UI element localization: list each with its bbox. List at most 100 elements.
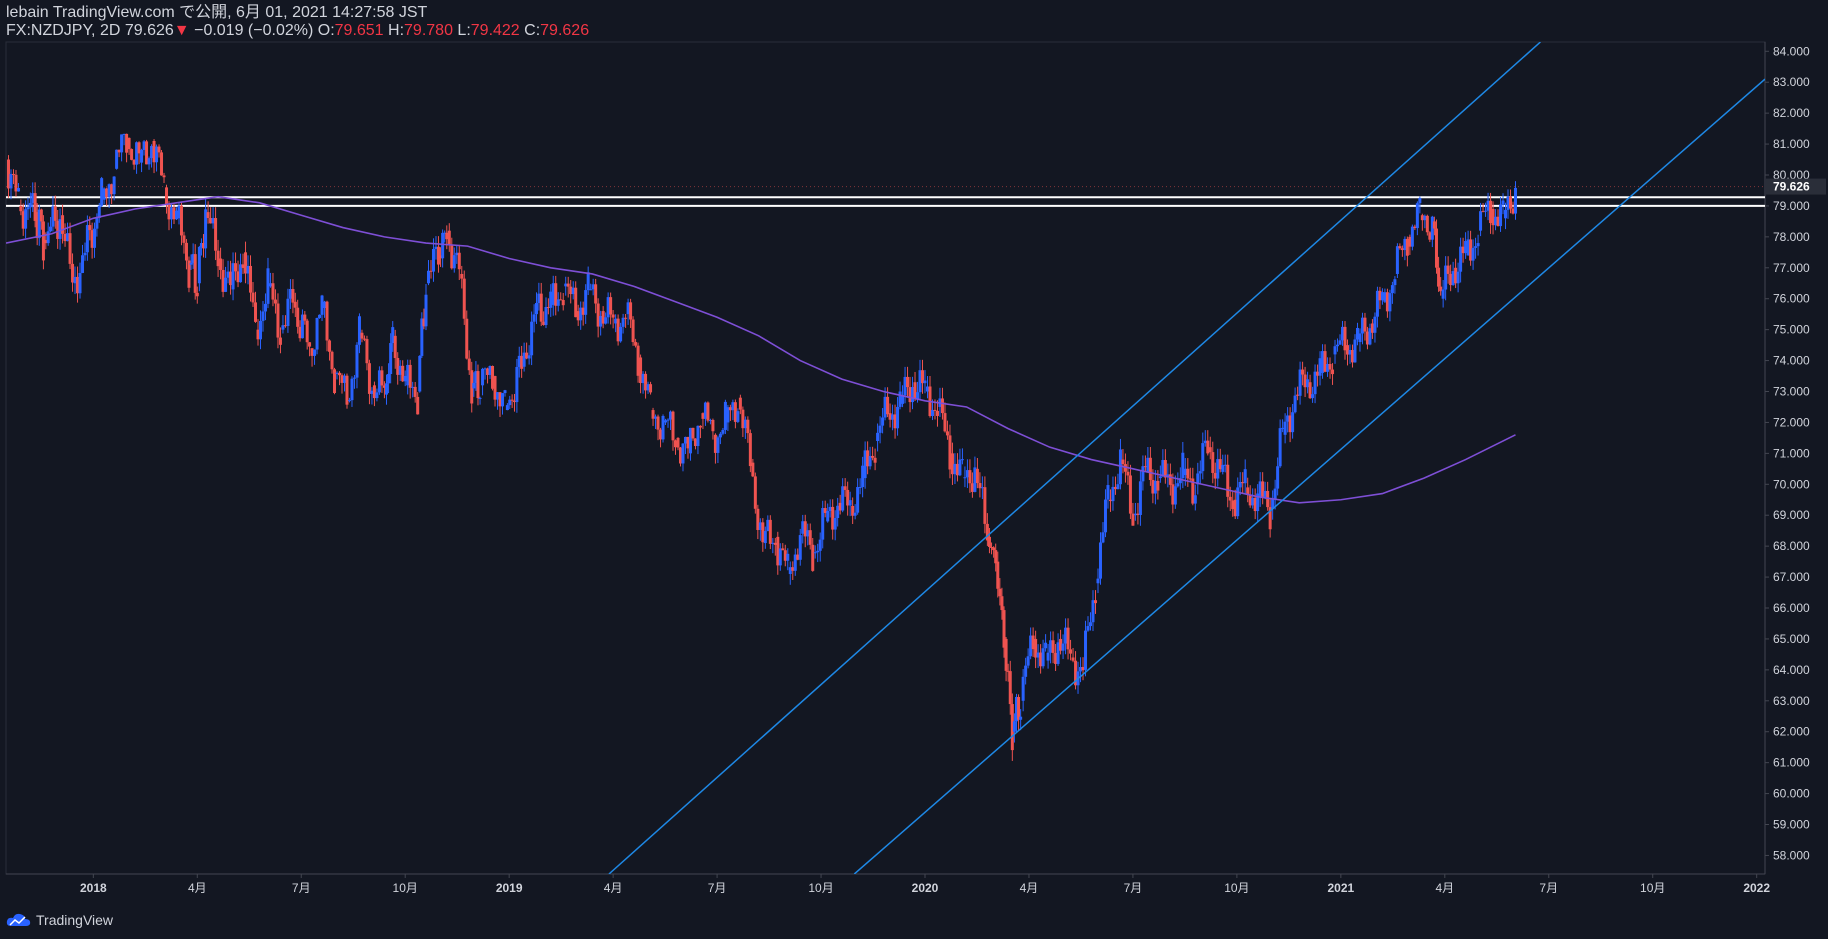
- candle: [474, 361, 478, 391]
- candle-body: [6, 159, 10, 189]
- candle-body: [291, 289, 295, 303]
- candle-body: [609, 297, 613, 315]
- candle-body: [616, 318, 620, 342]
- time-tick-label: 2020: [912, 881, 939, 895]
- candle-body: [1049, 640, 1053, 653]
- candle: [443, 230, 447, 243]
- candle-body: [1499, 204, 1503, 227]
- candle: [546, 298, 550, 315]
- candle: [296, 299, 300, 334]
- candle: [771, 538, 775, 554]
- candle-body: [599, 315, 603, 327]
- candle: [1116, 473, 1120, 490]
- candle-body: [1501, 200, 1505, 205]
- candle: [713, 433, 717, 464]
- candle-body: [1383, 292, 1387, 302]
- candle-body: [611, 314, 615, 318]
- candle-body: [1395, 246, 1399, 274]
- candle: [491, 365, 495, 391]
- candle: [1338, 334, 1342, 345]
- candle: [853, 504, 857, 520]
- candle-body: [1504, 209, 1508, 219]
- time-tick-label: 10月: [393, 881, 418, 895]
- candle: [53, 195, 57, 229]
- candle-body: [1449, 273, 1453, 286]
- candle: [328, 339, 332, 361]
- candle-body: [713, 434, 717, 453]
- candle-body: [968, 470, 972, 484]
- candle-body: [1293, 395, 1297, 413]
- candle: [778, 543, 782, 571]
- candle-body: [1268, 507, 1272, 530]
- candle-body: [35, 212, 39, 239]
- candle: [581, 301, 585, 326]
- candle-body: [913, 382, 917, 400]
- candle: [447, 223, 451, 252]
- candle: [31, 182, 35, 212]
- candle-body: [1345, 345, 1349, 355]
- candle: [107, 183, 111, 208]
- candle-body: [644, 373, 648, 391]
- candle: [841, 478, 845, 513]
- candle-body: [1474, 246, 1478, 248]
- candle: [318, 314, 322, 319]
- candle-body: [666, 419, 670, 421]
- candle-body: [1153, 480, 1157, 494]
- candle-body: [589, 289, 593, 291]
- candle-body: [1089, 622, 1093, 627]
- candle: [19, 199, 23, 216]
- price-tick-label: 72.000: [1773, 415, 1810, 429]
- candle: [823, 500, 827, 518]
- price-tick-label: 80.000: [1773, 168, 1810, 182]
- candle-body: [443, 232, 447, 234]
- candle: [28, 192, 32, 218]
- candle-body: [1241, 481, 1245, 484]
- candle-body: [626, 302, 630, 315]
- symbol-interval[interactable]: FX:NZDJPY, 2D: [6, 22, 121, 39]
- candle-body: [973, 467, 977, 492]
- candle-body: [621, 317, 625, 327]
- candle-body: [165, 187, 169, 205]
- candle-body: [1103, 499, 1107, 533]
- candle: [1044, 634, 1048, 652]
- candle-body: [147, 158, 151, 165]
- candle: [1074, 651, 1078, 690]
- candle: [843, 478, 847, 497]
- candle: [873, 448, 877, 471]
- candle: [520, 345, 524, 378]
- candle-body: [1318, 358, 1322, 376]
- candle-body: [357, 316, 361, 345]
- candle: [216, 239, 220, 277]
- candle-body: [408, 364, 412, 388]
- candle-body: [1108, 499, 1112, 502]
- price-tick-label: 83.000: [1773, 75, 1810, 89]
- candle-body: [651, 410, 655, 419]
- candle-body: [241, 264, 245, 268]
- candle: [671, 410, 675, 451]
- candle: [569, 280, 573, 304]
- candle: [1501, 193, 1505, 215]
- candle-body: [793, 554, 797, 571]
- candle: [465, 310, 469, 360]
- candle: [828, 499, 832, 518]
- candle-body: [293, 301, 297, 308]
- candle-body: [1021, 676, 1025, 701]
- candle-body: [933, 409, 937, 411]
- candle-body: [1471, 247, 1475, 261]
- candle: [347, 397, 351, 403]
- candle: [93, 222, 97, 258]
- candle-body: [258, 320, 262, 340]
- candle: [1066, 618, 1070, 660]
- candle: [731, 399, 735, 421]
- candle-body: [863, 450, 867, 479]
- candle: [1434, 219, 1438, 274]
- candle: [97, 202, 101, 223]
- candle: [229, 260, 233, 295]
- candle: [367, 359, 371, 405]
- candle-body: [965, 470, 969, 478]
- candle: [1203, 430, 1207, 447]
- candle-body: [204, 209, 208, 249]
- tradingview-logo[interactable]: TradingView: [6, 912, 113, 928]
- candle-body: [1248, 494, 1252, 506]
